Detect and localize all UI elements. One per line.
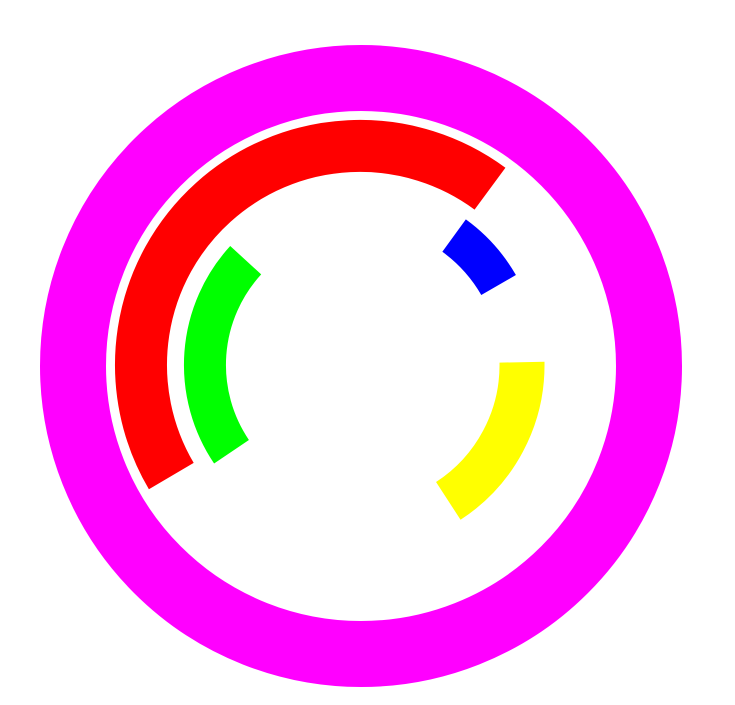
green-arc [183, 246, 262, 464]
blue-arc [441, 219, 516, 296]
magenta-ring [40, 45, 682, 687]
red-arc [115, 119, 506, 490]
yellow-arc [435, 361, 545, 520]
